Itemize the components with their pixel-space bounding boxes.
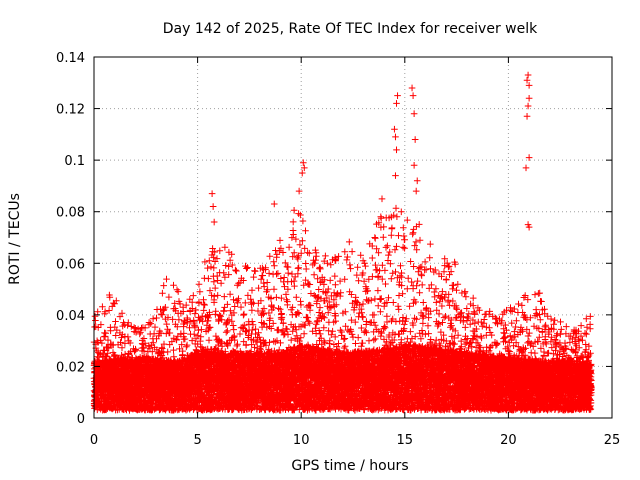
outlier-point xyxy=(410,162,418,169)
outlier-point xyxy=(409,92,417,99)
outlier-point xyxy=(209,203,217,210)
outlier-point xyxy=(522,164,530,172)
outlier-point xyxy=(410,110,418,118)
roti-sample-markers xyxy=(90,204,595,414)
outlier-point xyxy=(523,76,531,84)
axis-ticks: 0 5 10 15 20 25 0 0.02 0.04 0.06 0.08 0.1 0.12 0.14 xyxy=(56,51,620,448)
outlier-point xyxy=(408,84,416,92)
x-tick-label: 5 xyxy=(193,433,201,448)
outlier-point xyxy=(525,223,533,231)
outlier-point xyxy=(525,82,533,89)
x-tick-label: 0 xyxy=(90,433,98,448)
outlier-point xyxy=(391,125,398,133)
x-tick-label: 20 xyxy=(500,433,517,448)
x-tick-label: 10 xyxy=(293,433,310,448)
outlier-point xyxy=(298,169,306,177)
outlier-point xyxy=(394,92,401,99)
y-tick-label: 0.1 xyxy=(64,154,85,169)
outlier-point xyxy=(301,164,308,172)
data-points xyxy=(90,71,595,414)
y-tick-label: 0.02 xyxy=(56,360,85,375)
outlier-point xyxy=(208,190,216,197)
outlier-point xyxy=(524,71,532,79)
chart-title: Day 142 of 2025, Rate Of TEC Index for r… xyxy=(163,21,538,37)
outlier-point xyxy=(270,200,278,208)
outlier-point xyxy=(392,133,399,141)
outlier-point xyxy=(393,100,400,107)
x-axis-title: GPS time / hours xyxy=(291,458,408,474)
x-tick-label: 25 xyxy=(604,433,621,448)
y-tick-label: 0 xyxy=(77,412,85,427)
outlier-point xyxy=(392,172,399,179)
outlier-point xyxy=(378,195,386,203)
outlier-point xyxy=(525,94,533,102)
outlier-point xyxy=(299,159,307,167)
y-axis-title: ROTI / TECUs xyxy=(7,193,23,285)
y-tick-label: 0.12 xyxy=(56,103,85,118)
outlier-point xyxy=(295,187,303,195)
outlier-point xyxy=(393,146,400,154)
outlier-point xyxy=(523,113,531,120)
outlier-point xyxy=(411,136,419,143)
outlier-point xyxy=(210,218,218,226)
outlier-point xyxy=(412,187,420,195)
outlier-point xyxy=(524,102,532,110)
outlier-point xyxy=(413,177,421,185)
y-tick-label: 0.06 xyxy=(56,257,85,272)
y-tick-label: 0.14 xyxy=(56,51,85,66)
outlier-point xyxy=(525,154,533,161)
x-tick-label: 15 xyxy=(397,433,414,448)
y-tick-label: 0.08 xyxy=(56,206,85,221)
plot-frame xyxy=(93,56,613,419)
y-tick-label: 0.04 xyxy=(56,309,85,324)
